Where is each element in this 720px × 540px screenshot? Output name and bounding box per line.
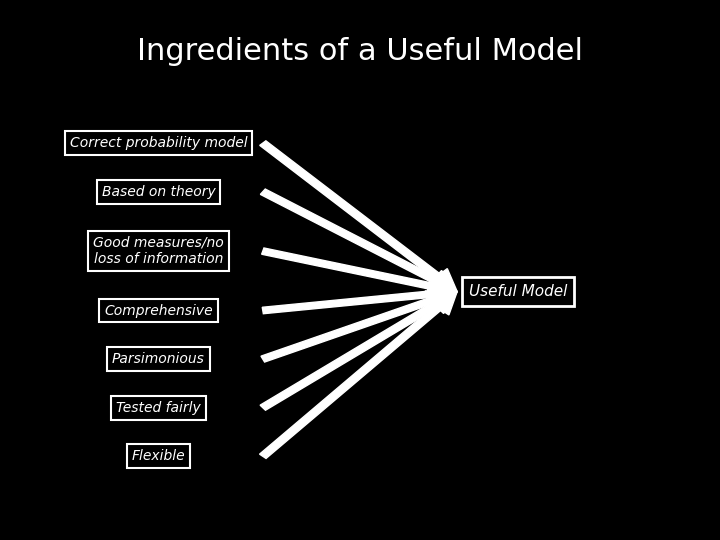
FancyArrow shape	[262, 284, 457, 314]
Text: Good measures/no
loss of information: Good measures/no loss of information	[93, 236, 224, 266]
Text: Parsimonious: Parsimonious	[112, 352, 204, 366]
Text: Correct probability model: Correct probability model	[70, 136, 247, 150]
Text: Tested fairly: Tested fairly	[116, 401, 201, 415]
Text: Based on theory: Based on theory	[102, 185, 215, 199]
Text: Useful Model: Useful Model	[469, 284, 567, 299]
Text: Ingredients of a Useful Model: Ingredients of a Useful Model	[137, 37, 583, 66]
FancyArrow shape	[261, 291, 457, 362]
FancyArrow shape	[260, 292, 457, 410]
FancyArrow shape	[260, 141, 457, 292]
FancyArrow shape	[261, 248, 457, 296]
Text: Comprehensive: Comprehensive	[104, 303, 212, 318]
FancyArrow shape	[261, 189, 457, 292]
FancyArrow shape	[260, 292, 457, 458]
Text: Flexible: Flexible	[132, 449, 185, 463]
